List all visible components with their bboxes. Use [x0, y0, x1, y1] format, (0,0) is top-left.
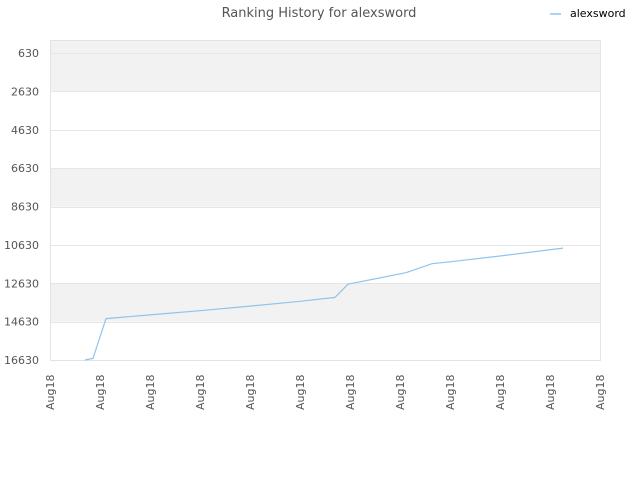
- y-tick-label: 10630: [4, 239, 39, 252]
- x-tick-label: Aug18: [294, 375, 307, 410]
- y-tick-label: 8630: [11, 201, 39, 214]
- plot-bands: [50, 40, 600, 322]
- y-tick-label: 12630: [4, 277, 39, 290]
- x-tick-label: Aug18: [594, 375, 607, 410]
- y-tick-label: 16630: [4, 354, 39, 367]
- x-tick-label: Aug18: [194, 375, 207, 410]
- legend[interactable]: alexsword: [550, 7, 626, 20]
- x-tick-label: Aug18: [44, 375, 57, 410]
- y-tick-label: 630: [18, 47, 39, 60]
- x-tick-label: Aug18: [94, 375, 107, 410]
- plot-band: [50, 168, 600, 207]
- x-tick-label: Aug18: [144, 375, 157, 410]
- plot-border: [50, 40, 601, 361]
- series-layer: [84, 247, 564, 361]
- plot-band: [50, 53, 600, 92]
- plot-band: [50, 40, 600, 53]
- y-tick-label: 2630: [11, 85, 39, 98]
- x-axis-ticks: Aug18 Aug18 Aug18 Aug18 Aug18 Aug18 Aug18 Aug18…: [44, 375, 607, 410]
- x-tick-label: Aug18: [494, 375, 507, 410]
- x-tick-label: Aug18: [544, 375, 557, 410]
- series-line-alexsword: [84, 247, 564, 361]
- y-tick-label: 14630: [4, 316, 39, 329]
- y-tick-label: 4630: [11, 124, 39, 137]
- y-axis-ticks: 630 2630 4630 6630 8630 10630 12630 14630 16630: [4, 47, 39, 367]
- chart-title: Ranking History for alexsword: [222, 6, 417, 21]
- x-tick-label: Aug18: [244, 375, 257, 410]
- y-tick-label: 6630: [11, 162, 39, 175]
- x-tick-label: Aug18: [444, 375, 457, 410]
- x-tick-label: Aug18: [344, 375, 357, 410]
- x-tick-label: Aug18: [394, 375, 407, 410]
- legend-label-alexsword: alexsword: [570, 7, 626, 20]
